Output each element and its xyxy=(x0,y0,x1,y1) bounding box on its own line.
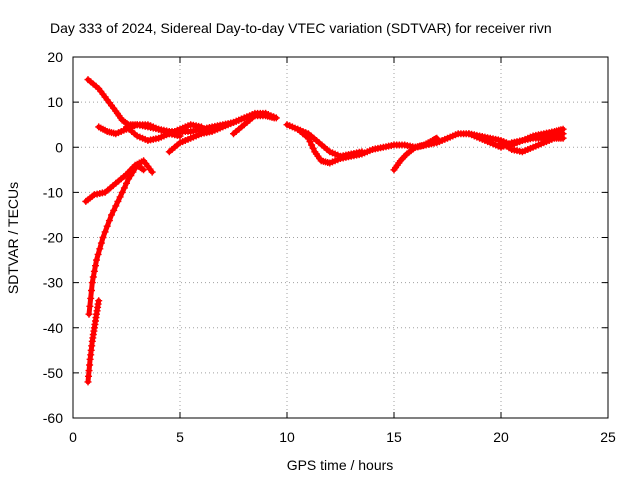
x-tick-label: 25 xyxy=(600,429,616,445)
data-point-marker xyxy=(93,256,100,264)
data-point-marker xyxy=(559,125,567,133)
data-point-marker xyxy=(559,134,567,142)
data-point-marker xyxy=(110,206,118,214)
data-point-marker xyxy=(95,297,103,305)
series-track-3 xyxy=(123,121,205,144)
data-point-marker xyxy=(85,310,93,318)
series-track-12 xyxy=(465,125,567,149)
data-point-marker xyxy=(306,138,314,146)
data-point-marker xyxy=(101,228,109,236)
series-track-13 xyxy=(497,134,567,156)
x-tick-label: 5 xyxy=(176,429,184,445)
data-point-marker xyxy=(308,141,316,149)
series-track-11 xyxy=(390,134,441,174)
data-point-marker xyxy=(114,197,122,205)
y-tick-label: -10 xyxy=(43,184,63,200)
chart-title: Day 333 of 2024, Sidereal Day-to-day VTE… xyxy=(50,20,552,36)
data-point-marker xyxy=(433,134,441,142)
data-point-marker xyxy=(96,245,104,253)
data-point-marker xyxy=(92,262,99,270)
data-point-marker xyxy=(358,148,366,156)
data-point-marker xyxy=(103,222,111,230)
data-point-marker xyxy=(88,279,96,287)
data-point-marker xyxy=(90,267,98,275)
data-point-marker xyxy=(140,166,148,174)
y-tick-label: -30 xyxy=(43,275,63,291)
data-point-marker xyxy=(99,234,107,241)
x-tick-label: 15 xyxy=(386,429,402,445)
y-tick-label: -60 xyxy=(43,410,63,426)
tick-layer: 0 5 10 15 20 25 -60 -50 -40 -30 -20 -10 0 10 20 xyxy=(43,49,616,445)
y-tick-label: 10 xyxy=(47,94,63,110)
data-point-marker xyxy=(197,123,205,131)
data-point-marker xyxy=(176,132,184,140)
data-point-marker xyxy=(105,217,113,225)
y-tick-label: -40 xyxy=(43,320,63,336)
data-point-marker xyxy=(88,287,95,294)
y-tick-label: 20 xyxy=(47,49,63,65)
series-track-10 xyxy=(294,125,366,160)
data-point-marker xyxy=(148,168,156,176)
series-track-5 xyxy=(230,109,280,138)
y-axis-label: SDTVAR / TECUs xyxy=(5,182,21,294)
data-point-marker xyxy=(120,184,128,192)
x-tick-label: 10 xyxy=(279,429,295,445)
data-point-marker xyxy=(112,202,120,210)
data-point-marker xyxy=(94,250,102,258)
data-point-marker xyxy=(309,144,317,152)
series-track-7 xyxy=(85,161,148,318)
data-point-marker xyxy=(97,239,105,247)
y-tick-label: -20 xyxy=(43,230,63,246)
data-point-marker xyxy=(86,302,94,310)
data-point-marker xyxy=(272,114,280,122)
y-tick-label: 0 xyxy=(55,139,63,155)
grid-layer xyxy=(73,57,608,418)
series-layer xyxy=(82,76,567,386)
data-point-marker xyxy=(108,211,115,219)
data-point-marker xyxy=(118,188,126,196)
data-point-marker xyxy=(89,273,97,281)
series-track-8 xyxy=(84,297,103,386)
series-line xyxy=(86,162,147,317)
data-point-marker xyxy=(138,165,146,173)
x-axis-label: GPS time / hours xyxy=(287,457,394,473)
x-tick-label: 20 xyxy=(493,429,509,445)
x-tick-label: 0 xyxy=(69,429,77,445)
y-tick-label: -50 xyxy=(43,365,63,381)
data-point-marker xyxy=(123,179,130,187)
data-point-marker xyxy=(116,193,124,201)
data-point-marker xyxy=(87,294,95,302)
